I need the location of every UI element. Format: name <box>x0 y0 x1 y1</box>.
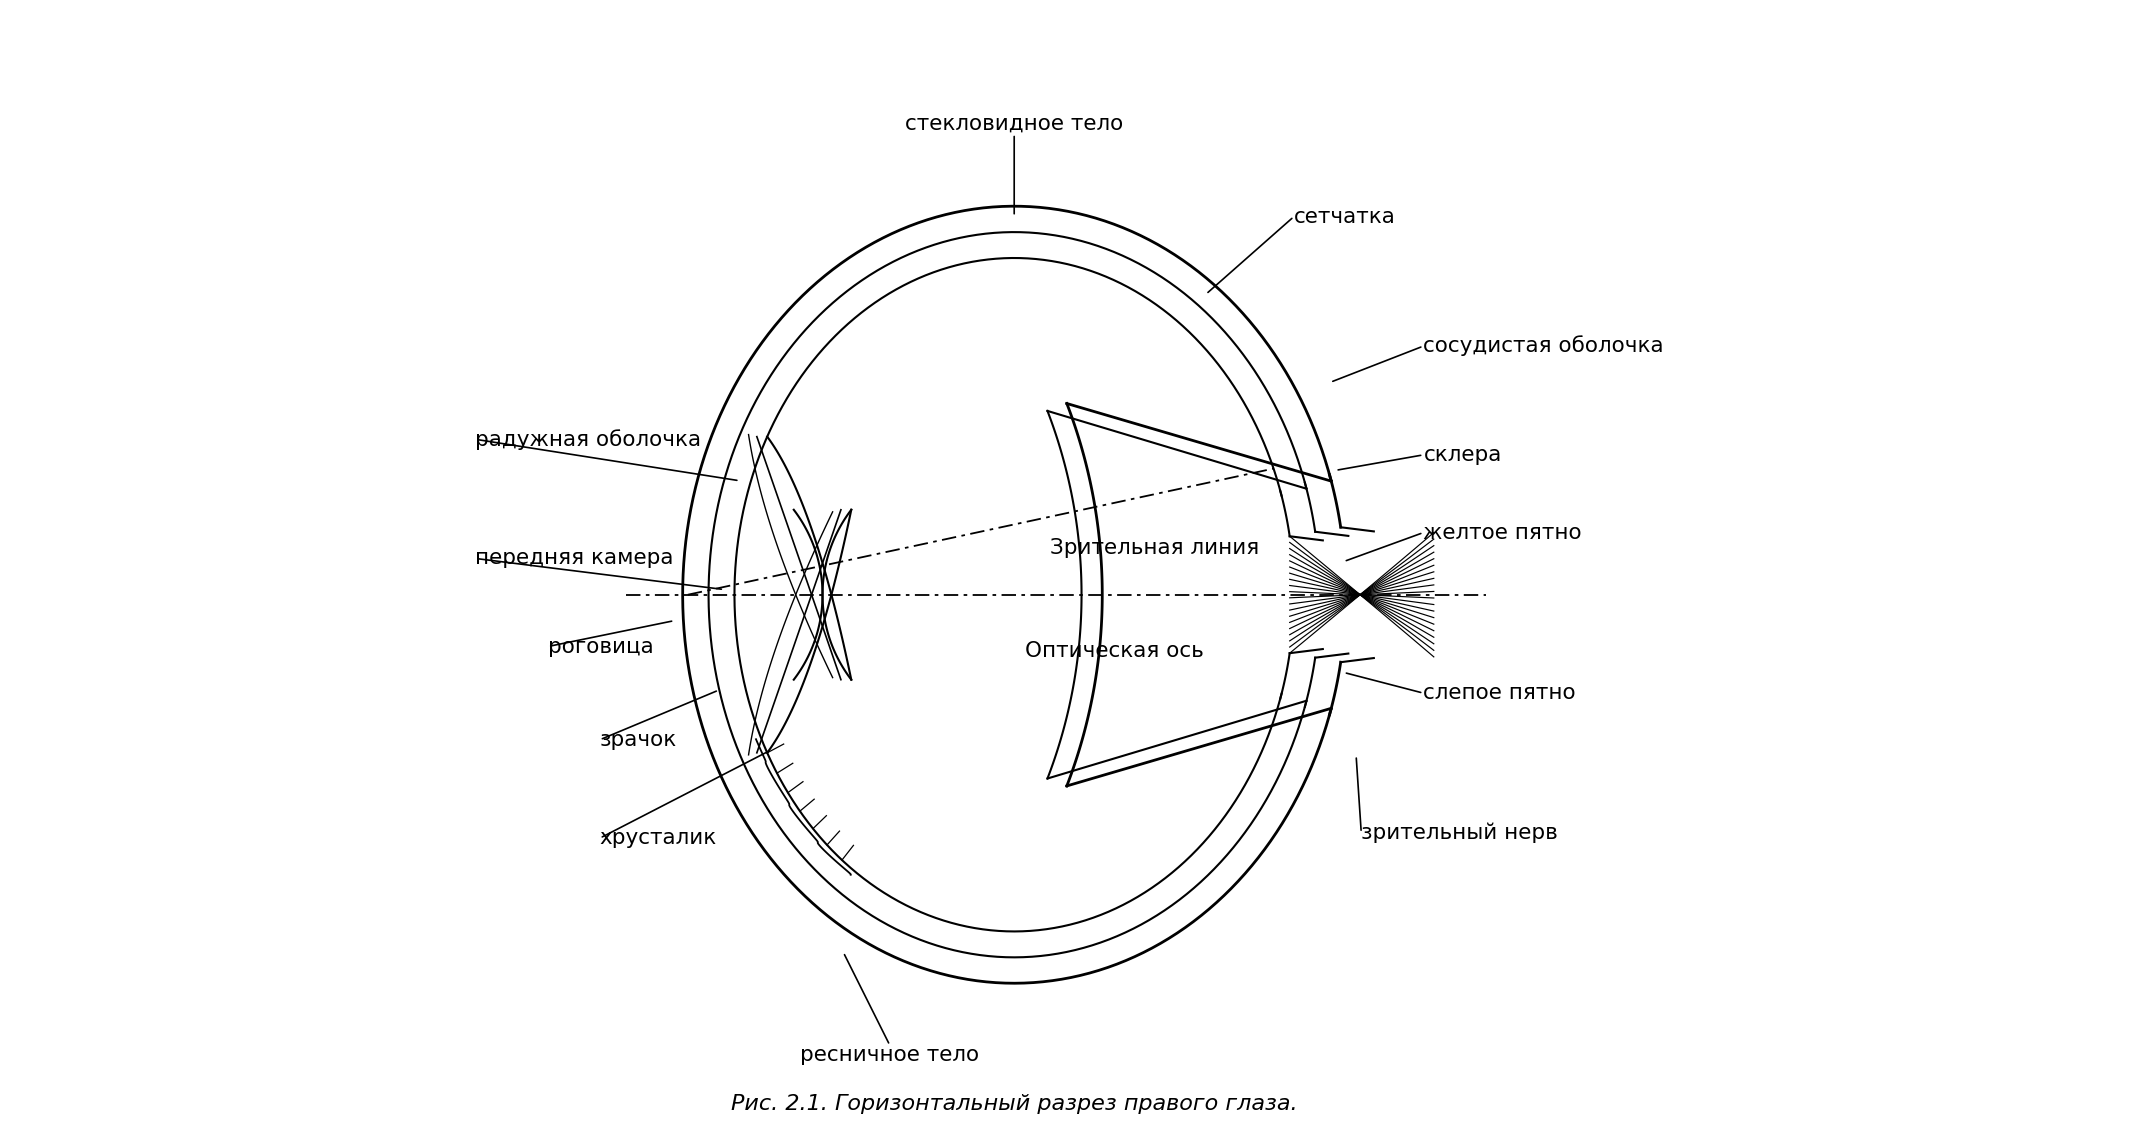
Text: зрачок: зрачок <box>599 730 678 750</box>
Text: Рис. 2.1. Горизонтальный разрез правого глаза.: Рис. 2.1. Горизонтальный разрез правого … <box>731 1094 1298 1115</box>
Text: зрительный нерв: зрительный нерв <box>1360 823 1558 844</box>
Text: стекловидное тело: стекловидное тело <box>906 114 1124 133</box>
Text: хрусталик: хрусталик <box>599 828 716 848</box>
Text: роговица: роговица <box>548 636 655 657</box>
Text: склера: склера <box>1424 445 1501 465</box>
Text: ресничное тело: ресничное тело <box>800 1046 979 1065</box>
Text: желтое пятно: желтое пятно <box>1424 522 1582 543</box>
Text: сетчатка: сетчатка <box>1294 207 1396 226</box>
Text: сосудистая оболочка: сосудистая оболочка <box>1424 335 1665 357</box>
Text: Оптическая ось: Оптическая ось <box>1025 642 1202 661</box>
Text: Зрительная линия: Зрительная линия <box>1051 538 1260 558</box>
Text: слепое пятно: слепое пятно <box>1424 683 1576 703</box>
Text: радужная оболочка: радужная оболочка <box>475 429 701 450</box>
Text: передняя камера: передняя камера <box>475 549 674 568</box>
